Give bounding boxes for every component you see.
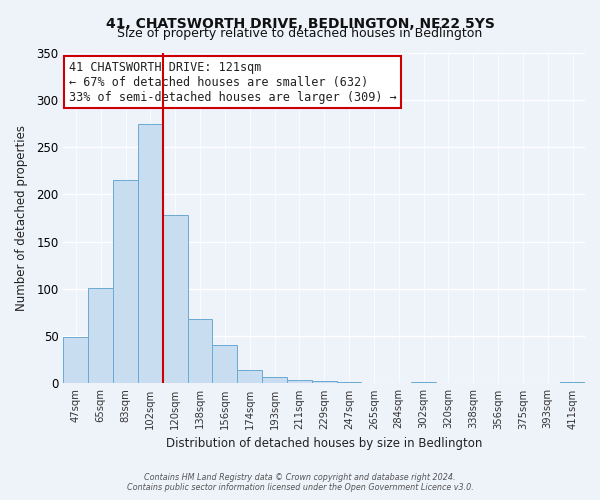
X-axis label: Distribution of detached houses by size in Bedlington: Distribution of detached houses by size … bbox=[166, 437, 482, 450]
Text: Size of property relative to detached houses in Bedlington: Size of property relative to detached ho… bbox=[118, 28, 482, 40]
Bar bbox=[337, 382, 361, 384]
Bar bbox=[113, 180, 138, 384]
Bar bbox=[188, 319, 212, 384]
Bar bbox=[212, 344, 237, 384]
Bar bbox=[312, 380, 337, 384]
Bar bbox=[237, 370, 262, 384]
Bar bbox=[560, 382, 585, 384]
Text: 41, CHATSWORTH DRIVE, BEDLINGTON, NE22 5YS: 41, CHATSWORTH DRIVE, BEDLINGTON, NE22 5… bbox=[106, 18, 494, 32]
Y-axis label: Number of detached properties: Number of detached properties bbox=[15, 125, 28, 311]
Text: 41 CHATSWORTH DRIVE: 121sqm
← 67% of detached houses are smaller (632)
33% of se: 41 CHATSWORTH DRIVE: 121sqm ← 67% of det… bbox=[68, 61, 397, 104]
Bar bbox=[262, 377, 287, 384]
Bar bbox=[64, 337, 88, 384]
Bar bbox=[287, 380, 312, 384]
Text: Contains HM Land Registry data © Crown copyright and database right 2024.
Contai: Contains HM Land Registry data © Crown c… bbox=[127, 473, 473, 492]
Bar bbox=[88, 288, 113, 384]
Bar bbox=[138, 124, 163, 384]
Bar bbox=[411, 382, 436, 384]
Bar bbox=[163, 215, 188, 384]
